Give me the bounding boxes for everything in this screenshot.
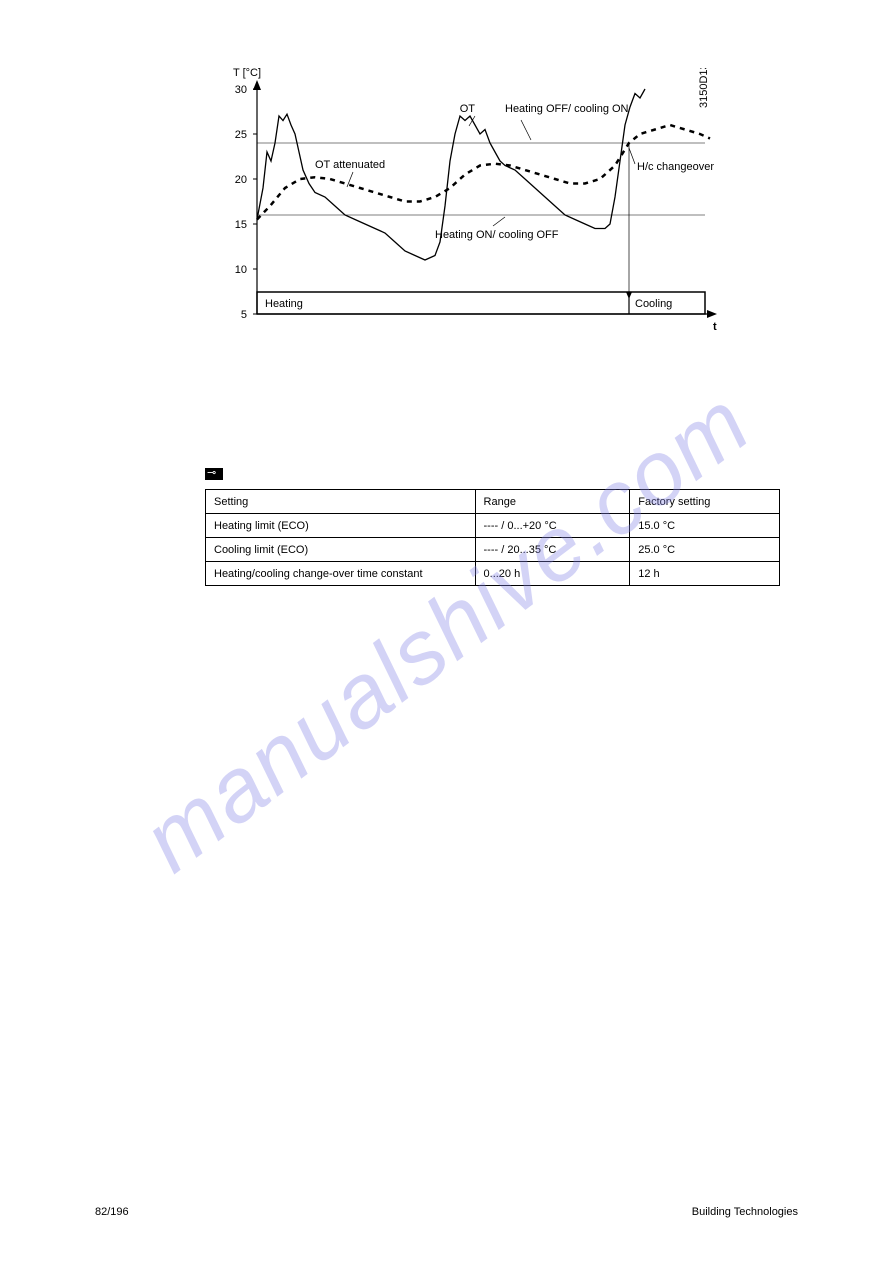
ot-label: OT (460, 103, 476, 115)
page-footer: 82/196 Building Technologies (95, 1206, 798, 1218)
chart-side-code: 3150D13en (698, 68, 710, 108)
header-range: Range (475, 490, 630, 514)
footer-page-number: 82/196 (95, 1206, 129, 1218)
table-row: Setting Range Factory setting (206, 490, 780, 514)
hc-changeover-chart: 5 10 15 20 25 30 T [°C] t Heating Coolin… (205, 68, 725, 358)
key-icon (205, 468, 223, 480)
watermark-text: manualshive.com (124, 371, 769, 893)
cell-setting: Heating/cooling change-over time constan… (206, 562, 476, 586)
cell-factory: 25.0 °C (630, 538, 780, 562)
ytick-10: 10 (235, 264, 247, 276)
cell-setting: Heating limit (ECO) (206, 514, 476, 538)
document-page: 5 10 15 20 25 30 T [°C] t Heating Coolin… (0, 0, 893, 1263)
cell-setting: Cooling limit (ECO) (206, 538, 476, 562)
cooling-bar-label: Cooling (635, 298, 672, 310)
y-axis-label: T [°C] (233, 68, 261, 79)
ytick-20: 20 (235, 174, 247, 186)
settings-table: Setting Range Factory setting Heating li… (205, 489, 780, 586)
heating-on-label: Heating ON/ cooling OFF (435, 229, 559, 241)
footer-right-text: Building Technologies (692, 1206, 798, 1218)
cell-range: 0...20 h (475, 562, 630, 586)
x-axis-label: t (713, 321, 717, 333)
ytick-25: 25 (235, 129, 247, 141)
cell-factory: 12 h (630, 562, 780, 586)
header-setting: Setting (206, 490, 476, 514)
table-row: Heating limit (ECO) ---- / 0...+20 °C 15… (206, 514, 780, 538)
cell-range: ---- / 20...35 °C (475, 538, 630, 562)
ytick-30: 30 (235, 84, 247, 96)
ot-attenuated-label: OT attenuated (315, 159, 385, 171)
table-row: Heating/cooling change-over time constan… (206, 562, 780, 586)
cell-range: ---- / 0...+20 °C (475, 514, 630, 538)
ytick-5: 5 (241, 309, 247, 321)
heating-bar-label: Heating (265, 298, 303, 310)
table-row: Cooling limit (ECO) ---- / 20...35 °C 25… (206, 538, 780, 562)
ytick-15: 15 (235, 219, 247, 231)
header-factory: Factory setting (630, 490, 780, 514)
settings-section: Setting Range Factory setting Heating li… (95, 468, 785, 586)
cell-factory: 15.0 °C (630, 514, 780, 538)
heating-off-label: Heating OFF/ cooling ON (505, 103, 629, 115)
chart-svg: 5 10 15 20 25 30 T [°C] t Heating Coolin… (205, 68, 725, 358)
hc-changeover-label: H/c changeover (637, 161, 714, 173)
